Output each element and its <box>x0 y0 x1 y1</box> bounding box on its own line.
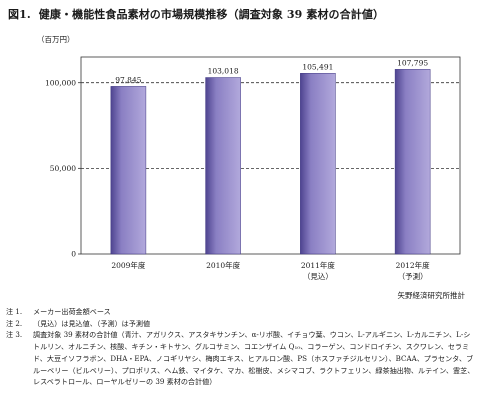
footnote-text: （見込）は見込値、（予測）は予測値 <box>33 318 151 328</box>
bar-value-label: 97,845 <box>115 75 141 84</box>
y-tick-label: 0 <box>71 250 76 259</box>
bar <box>110 86 147 255</box>
y-tick-label: 50,000 <box>50 164 76 173</box>
footnote: 注 2. （見込）は見込値、（予測）は予測値 <box>6 318 476 330</box>
footnote-text: メーカー出荷金額ベース <box>33 307 111 316</box>
x-tick-label: 2012年度 <box>396 260 431 270</box>
bar <box>205 77 241 255</box>
footnotes: 注 1. メーカー出荷金額ベース 注 2. （見込）は見込値、（予測）は予測値 … <box>6 306 476 388</box>
y-axis-unit-label: （百万円） <box>37 35 75 44</box>
x-tick-sublabel: （見込） <box>303 272 333 281</box>
bar <box>300 73 336 255</box>
bar-value-label: 107,795 <box>397 58 428 67</box>
figure-number: 図1. <box>8 8 31 21</box>
chart-title: 図1. 健康・機能性食品素材の市場規模推移（調査対象 39 素材の合計値） <box>8 6 483 22</box>
plot-area-frame <box>80 56 461 255</box>
footnote-label: 注 2. <box>6 318 23 328</box>
footnote-label: 注 1. <box>6 307 23 316</box>
y-tick-label: 100,000 <box>45 78 76 87</box>
x-tick-label: 2010年度 <box>206 260 241 270</box>
bar-value-label: 105,491 <box>302 62 333 71</box>
bar-value-label: 103,018 <box>208 67 239 76</box>
x-tick-label: 2011年度 <box>301 260 336 270</box>
footnote: 注 3. 調査対象 39 素材の合計値（青汁、アガリクス、アスタキサンチン、α-… <box>6 329 476 388</box>
footnote-text: 調査対象 39 素材の合計値（青汁、アガリクス、アスタキサンチン、α-リポ酸、イ… <box>33 330 475 387</box>
bar <box>394 69 431 255</box>
footnote: 注 1. メーカー出荷金額ベース <box>6 306 476 318</box>
x-tick-sublabel: （予測） <box>398 271 428 281</box>
bar-chart: 97,845 103,018 105,491 107,795 0 50,000 100,0… <box>45 56 461 281</box>
source-credit: 矢野経済研究所推計 <box>397 291 466 300</box>
footnote-label: 注 3. <box>6 330 23 340</box>
chart-title-text: 健康・機能性食品素材の市場規模推移（調査対象 39 素材の合計値） <box>38 8 385 21</box>
x-tick-label: 2009年度 <box>111 260 146 270</box>
